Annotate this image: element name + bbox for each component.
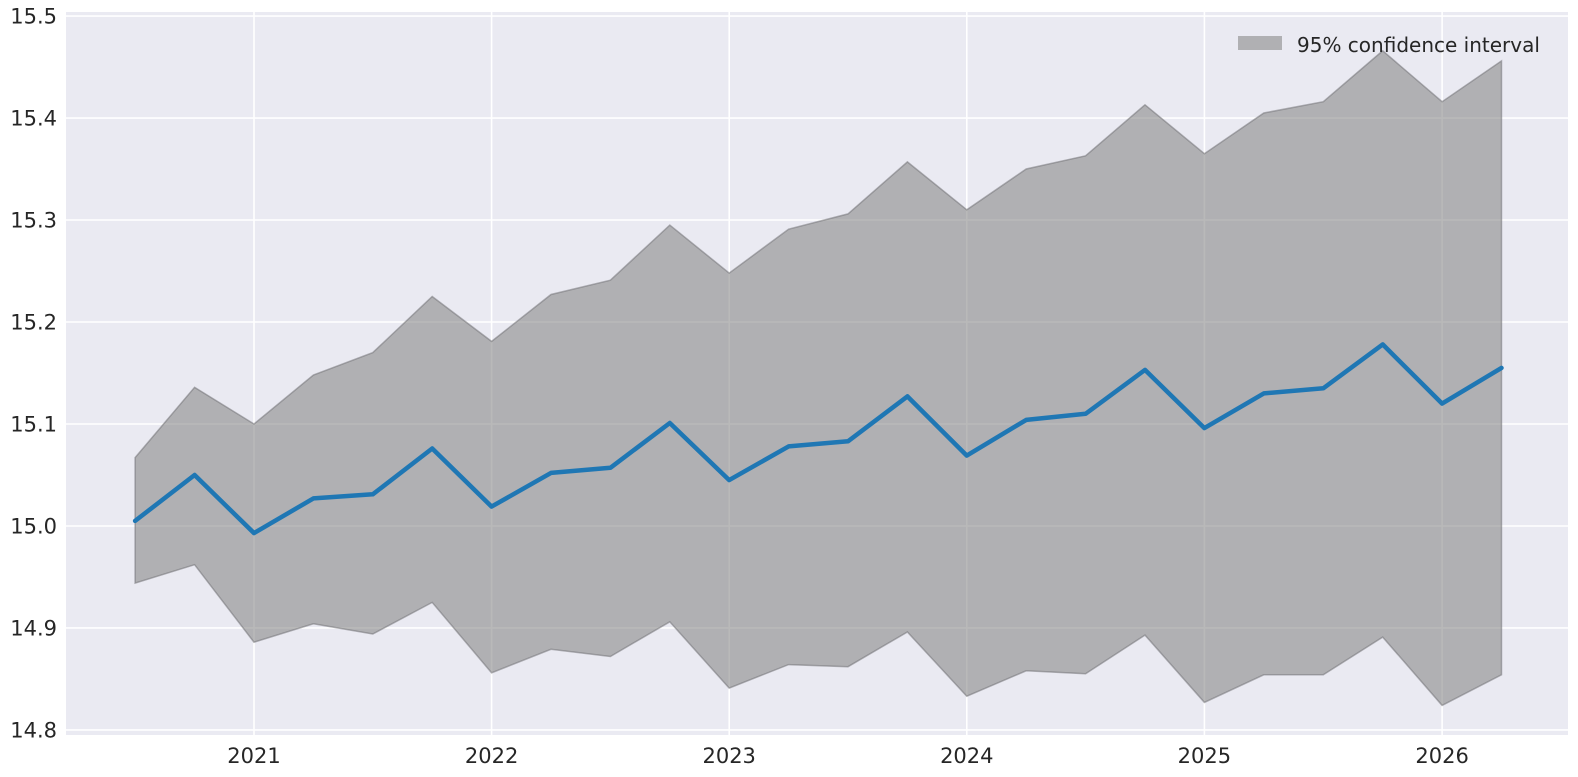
y-tick-label: 15.4 <box>10 107 57 131</box>
confidence-band <box>134 49 1503 707</box>
y-axis-tick-labels: 14.8 14.9 15.0 15.1 15.2 15.3 15.4 15.5 <box>10 5 57 743</box>
y-tick-label: 15.2 <box>10 311 57 335</box>
y-tick-label: 15.3 <box>10 209 57 233</box>
y-tick-label: 15.0 <box>10 515 57 539</box>
legend-swatch <box>1238 36 1282 50</box>
y-tick-label: 14.8 <box>10 718 57 742</box>
x-tick-label: 2021 <box>227 744 280 768</box>
y-tick-label: 14.9 <box>10 616 57 640</box>
y-tick-label: 15.1 <box>10 413 57 437</box>
x-tick-label: 2025 <box>1178 744 1231 768</box>
legend: 95% confidence interval <box>1238 33 1540 57</box>
y-tick-label: 15.5 <box>10 5 57 29</box>
x-tick-label: 2023 <box>702 744 755 768</box>
forecast-line <box>132 342 1504 536</box>
legend-label: 95% confidence interval <box>1297 33 1540 57</box>
x-tick-label: 2022 <box>465 744 518 768</box>
x-axis-tick-labels: 2021 2022 2023 2024 2025 2026 <box>227 744 1469 768</box>
x-tick-label: 2026 <box>1415 744 1468 768</box>
x-tick-label: 2024 <box>940 744 993 768</box>
